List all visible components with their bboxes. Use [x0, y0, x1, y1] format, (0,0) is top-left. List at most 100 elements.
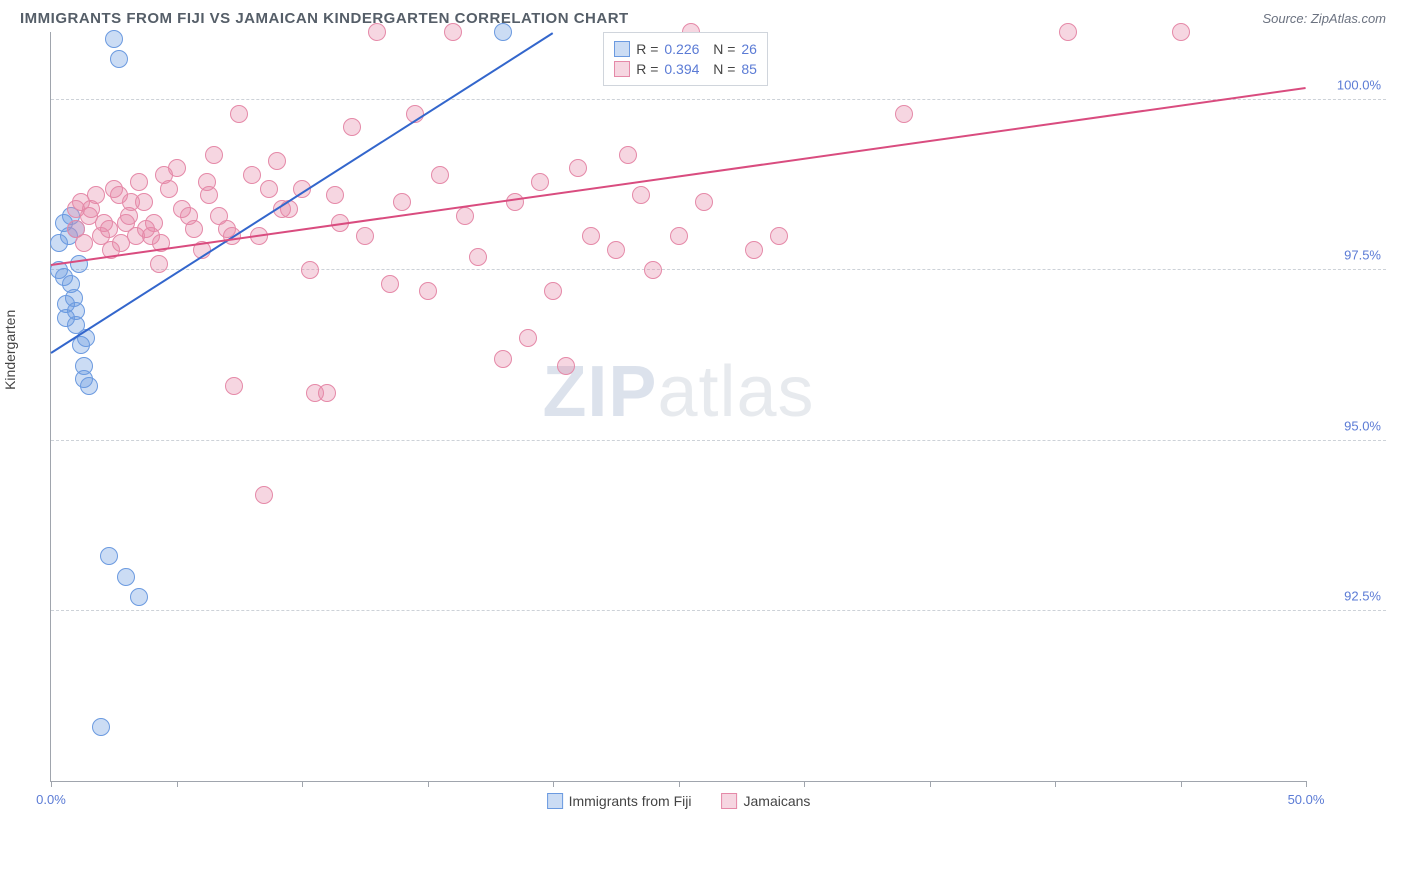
- data-point: [110, 50, 128, 68]
- data-point: [368, 23, 386, 41]
- data-point: [268, 152, 286, 170]
- data-point: [145, 214, 163, 232]
- data-point: [173, 200, 191, 218]
- watermark-atlas: atlas: [657, 352, 814, 432]
- data-point: [1059, 23, 1077, 41]
- x-tick-label: 0.0%: [36, 792, 66, 807]
- data-point: [127, 227, 145, 245]
- data-point: [519, 329, 537, 347]
- data-point: [393, 193, 411, 211]
- x-tick: [1306, 781, 1307, 787]
- legend-r-label: R =: [636, 41, 658, 57]
- legend-label: Jamaicans: [743, 793, 810, 809]
- x-tick: [804, 781, 805, 787]
- y-tick-label: 92.5%: [1344, 588, 1381, 603]
- x-tick: [51, 781, 52, 787]
- data-point: [326, 186, 344, 204]
- data-point: [531, 173, 549, 191]
- legend-r-value: 0.394: [664, 61, 699, 77]
- data-point: [65, 289, 83, 307]
- chart-header: IMMIGRANTS FROM FIJI VS JAMAICAN KINDERG…: [0, 0, 1406, 32]
- legend-item: Jamaicans: [721, 793, 810, 809]
- data-point: [198, 173, 216, 191]
- chart-title: IMMIGRANTS FROM FIJI VS JAMAICAN KINDERG…: [20, 10, 629, 27]
- data-point: [695, 193, 713, 211]
- data-point: [130, 588, 148, 606]
- watermark: ZIPatlas: [542, 351, 814, 433]
- data-point: [210, 207, 228, 225]
- gridline-h: [51, 269, 1386, 270]
- data-point: [130, 173, 148, 191]
- gridline-h: [51, 610, 1386, 611]
- legend-swatch: [547, 793, 563, 809]
- gridline-h: [51, 99, 1386, 100]
- legend-n-value: 85: [741, 61, 757, 77]
- data-point: [100, 547, 118, 565]
- data-point: [745, 241, 763, 259]
- data-point: [569, 159, 587, 177]
- data-point: [557, 357, 575, 375]
- x-tick: [1055, 781, 1056, 787]
- data-point: [205, 146, 223, 164]
- legend-item: Immigrants from Fiji: [547, 793, 692, 809]
- data-point: [168, 159, 186, 177]
- plot-area: ZIPatlas 92.5%95.0%97.5%100.0%0.0%50.0%R…: [50, 32, 1306, 782]
- legend-row: R = 0.394 N = 85: [614, 59, 757, 79]
- legend-n-label: N =: [705, 41, 735, 57]
- data-point: [105, 30, 123, 48]
- gridline-h: [51, 440, 1386, 441]
- data-point: [318, 384, 336, 402]
- data-point: [419, 282, 437, 300]
- data-point: [75, 234, 93, 252]
- data-point: [255, 486, 273, 504]
- data-point: [431, 166, 449, 184]
- legend-swatch: [614, 61, 630, 77]
- legend-label: Immigrants from Fiji: [569, 793, 692, 809]
- chart-container: Kindergarten ZIPatlas 92.5%95.0%97.5%100…: [50, 32, 1386, 812]
- legend-n-label: N =: [705, 61, 735, 77]
- data-point: [57, 309, 75, 327]
- data-point: [644, 261, 662, 279]
- data-point: [619, 146, 637, 164]
- y-axis-label: Kindergarten: [2, 310, 18, 390]
- data-point: [243, 166, 261, 184]
- data-point: [185, 220, 203, 238]
- data-point: [607, 241, 625, 259]
- legend-swatch: [614, 41, 630, 57]
- data-point: [70, 255, 88, 273]
- data-point: [544, 282, 562, 300]
- data-point: [117, 568, 135, 586]
- data-point: [582, 227, 600, 245]
- data-point: [75, 370, 93, 388]
- data-point: [120, 207, 138, 225]
- y-tick-label: 97.5%: [1344, 248, 1381, 263]
- data-point: [895, 105, 913, 123]
- data-point: [381, 275, 399, 293]
- data-point: [225, 377, 243, 395]
- chart-source: Source: ZipAtlas.com: [1262, 11, 1386, 26]
- data-point: [110, 186, 128, 204]
- legend-r-value: 0.226: [664, 41, 699, 57]
- data-point: [356, 227, 374, 245]
- data-point: [135, 193, 153, 211]
- data-point: [506, 193, 524, 211]
- data-point: [670, 227, 688, 245]
- data-point: [632, 186, 650, 204]
- series-legend: Immigrants from Fiji Jamaicans: [547, 793, 811, 809]
- data-point: [92, 718, 110, 736]
- x-tick: [177, 781, 178, 787]
- data-point: [494, 23, 512, 41]
- data-point: [301, 261, 319, 279]
- legend-n-value: 26: [741, 41, 757, 57]
- x-tick-label: 50.0%: [1288, 792, 1325, 807]
- x-tick: [930, 781, 931, 787]
- data-point: [150, 255, 168, 273]
- correlation-legend: R = 0.226 N = 26 R = 0.394 N = 85: [603, 32, 768, 86]
- data-point: [95, 214, 113, 232]
- data-point: [456, 207, 474, 225]
- x-tick: [553, 781, 554, 787]
- data-point: [444, 23, 462, 41]
- data-point: [343, 118, 361, 136]
- data-point: [770, 227, 788, 245]
- data-point: [260, 180, 278, 198]
